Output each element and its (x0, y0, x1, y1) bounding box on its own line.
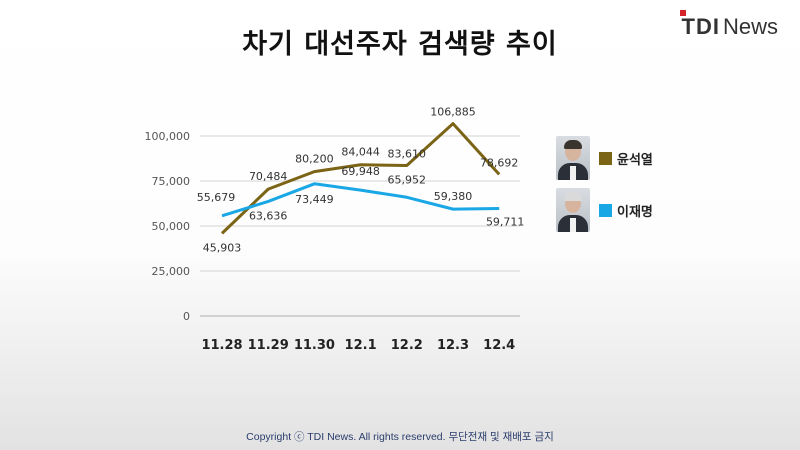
data-label: 106,885 (430, 106, 476, 119)
logo-brand: TDI (679, 10, 720, 40)
data-label: 59,711 (486, 216, 525, 229)
y-tick-label: 25,000 (152, 265, 191, 278)
x-tick-label: 12.4 (483, 338, 515, 353)
data-label: 55,679 (197, 191, 236, 204)
x-tick-label: 12.3 (437, 338, 469, 353)
data-label: 69,948 (341, 165, 380, 178)
logo-suffix: News (722, 14, 778, 39)
chart-title: 차기 대선주자 검색량 추이 (242, 29, 558, 60)
data-label: 65,952 (388, 173, 427, 186)
data-label: 73,449 (295, 193, 334, 206)
data-label: 63,636 (249, 209, 288, 222)
data-label: 45,903 (203, 241, 242, 254)
legend-swatch-series1 (599, 151, 612, 165)
data-label: 70,484 (249, 170, 288, 183)
y-tick-label: 0 (183, 310, 190, 323)
data-label: 83,610 (388, 148, 427, 161)
legend-swatch-series2 (599, 203, 612, 217)
x-tick-label: 11.28 (201, 338, 242, 353)
data-label: 78,692 (480, 156, 519, 169)
legend-item-series1: 윤석열 (556, 136, 653, 180)
x-tick-label: 12.2 (391, 338, 423, 353)
person-photo-icon (556, 188, 590, 232)
legend-label-series1: 윤석열 (617, 152, 653, 168)
data-label: 59,380 (434, 190, 473, 203)
person-photo-icon (556, 136, 590, 180)
data-label: 84,044 (341, 146, 380, 159)
copyright-footer: Copyright ⓒ TDI News. All rights reserve… (246, 431, 554, 443)
data-label: 80,200 (295, 153, 334, 166)
legend-label-series2: 이재명 (617, 204, 653, 220)
x-tick-label: 11.30 (294, 338, 335, 353)
legend-item-series2: 이재명 (556, 188, 653, 232)
logo-mark-icon (679, 10, 686, 16)
x-tick-label: 12.1 (345, 338, 377, 353)
y-tick-label: 100,000 (145, 130, 191, 143)
x-tick-label: 11.29 (248, 338, 289, 353)
y-tick-label: 75,000 (152, 175, 191, 188)
y-tick-label: 50,000 (152, 220, 191, 233)
tdi-news-logo: TDI News (679, 10, 778, 40)
